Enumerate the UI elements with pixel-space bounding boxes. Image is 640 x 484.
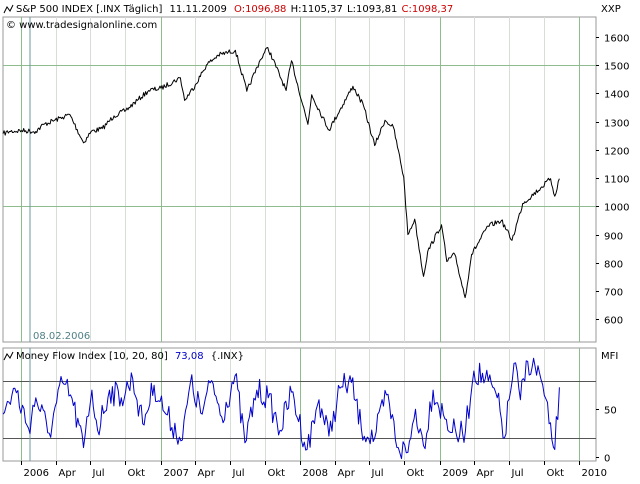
svg-text:S&P 500 INDEX [.INX Täglich]: S&P 500 INDEX [.INX Täglich] 11.11.2009 …: [16, 4, 453, 15]
y-tick-label: 1000: [604, 203, 629, 214]
y-tick-label: 600: [604, 316, 623, 327]
y-tick-label: 700: [604, 288, 623, 299]
mfi-line[interactable]: [2, 357, 560, 460]
x-tick-label: 2006: [24, 468, 49, 479]
mfi-panel: 50 0 MFI Money Flow Index [10, 20, 80] 73…: [2, 347, 618, 465]
x-tick-label: Okt: [407, 468, 425, 479]
y-tick-label: 1200: [604, 147, 629, 158]
mfi-y-axis-label: MFI: [601, 351, 618, 362]
y-tick-label: 1100: [604, 175, 629, 186]
y-tick-label: 1400: [604, 90, 629, 101]
y-tick-label: 1600: [604, 34, 629, 45]
x-tick-label: Apr: [59, 468, 77, 479]
x-tick-label: 2010: [582, 468, 607, 479]
open-value: O:1096,88: [234, 4, 286, 15]
x-tick-label: 2008: [303, 468, 328, 479]
price-plot-area: [2, 16, 597, 343]
mfi-reference-lines: [3, 381, 596, 439]
x-tick-label: Okt: [547, 468, 565, 479]
header-date: 11.11.2009: [170, 4, 227, 15]
line-chart-icon: [3, 351, 14, 361]
y-tick-label: 800: [604, 260, 623, 271]
x-tick-label: 2009: [443, 468, 468, 479]
y-tick-label: 900: [604, 232, 623, 243]
y-tick-label: 0: [604, 454, 610, 465]
price-y-axis: 1600 1500 1400 1300 1200 1100 1000 900 800 700 600: [596, 34, 629, 327]
y-tick-label: 1300: [604, 119, 629, 130]
x-tick-label: Okt: [128, 468, 146, 479]
x-tick-label: Jul: [371, 468, 384, 479]
x-tick-label: Jul: [92, 468, 105, 479]
low-value: L:1093,81: [347, 4, 397, 15]
x-tick-label: Apr: [338, 468, 356, 479]
price-header: S&P 500 INDEX [.INX Täglich] 11.11.2009 …: [3, 4, 453, 31]
high-value: H:1105,37: [291, 4, 343, 15]
x-tick-label: Jul: [511, 468, 524, 479]
sp500-price-line[interactable]: [2, 47, 560, 299]
x-tick-label: 2007: [164, 468, 189, 479]
price-y-axis-label: XXP: [601, 4, 621, 15]
website-label: © www.tradesignalonline.com: [6, 20, 157, 31]
mfi-y-axis: 50 0: [596, 406, 617, 465]
y-tick-label: 1500: [604, 62, 629, 73]
mfi-symbol: {.INX}: [211, 351, 244, 362]
x-tick-label: Jul: [232, 468, 245, 479]
close-value: C:1098,37: [402, 4, 454, 15]
price-gridlines: [3, 17, 596, 342]
x-tick-label: Apr: [477, 468, 495, 479]
line-chart-icon: [3, 4, 14, 14]
y-tick-label: 50: [604, 406, 617, 417]
x-tick-label: Okt: [268, 468, 286, 479]
mfi-value: 73,08: [175, 351, 204, 362]
cursor-date-label: 08.02.2006: [33, 331, 90, 342]
mfi-plot-area: [2, 347, 597, 462]
mfi-title: Money Flow Index [10, 20, 80]: [16, 351, 168, 362]
instrument-title: S&P 500 INDEX [.INX Täglich]: [16, 4, 162, 15]
price-panel: 1600 1500 1400 1300 1200 1100 1000 900 800 700 600…: [2, 4, 629, 343]
x-tick-label: Apr: [198, 468, 216, 479]
svg-text:Money Flow Index [10, 20, 80]: Money Flow Index [10, 20, 80] 73,08 {.IN…: [16, 351, 244, 362]
time-axis: 2006 Apr Jul Okt 2007 Apr Jul Okt 2008 Apr Jul Okt 2…: [21, 461, 607, 479]
